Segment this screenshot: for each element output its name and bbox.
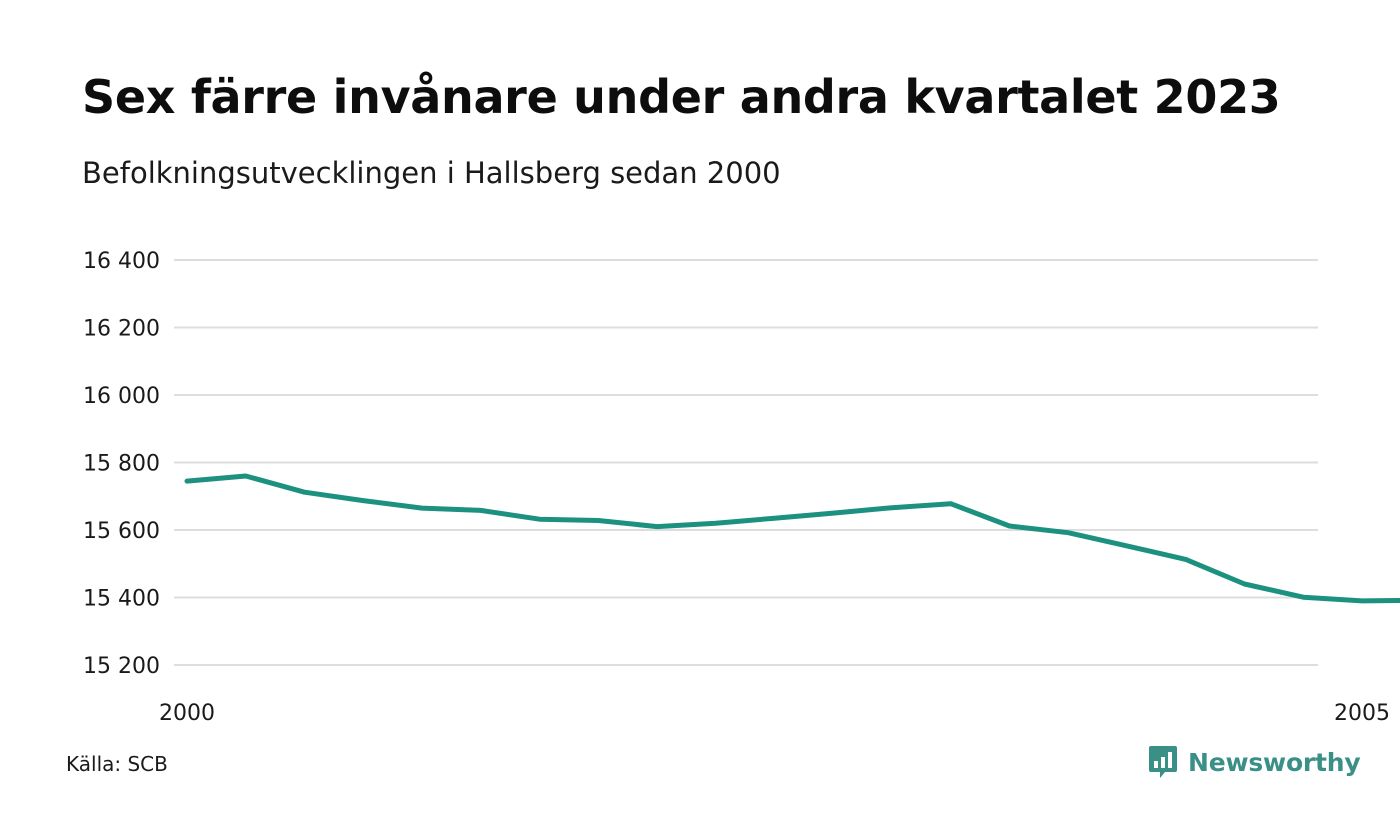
series-line <box>184 473 1400 604</box>
brand-name: Newsworthy <box>1188 747 1361 777</box>
y-tick-label: 15 200 <box>83 654 160 679</box>
y-tick-label: 16 000 <box>83 384 160 409</box>
chart-title: Sex färre invånare under andra kvartalet… <box>82 70 1281 124</box>
y-tick-label: 16 400 <box>83 249 160 274</box>
series-group <box>184 473 1400 604</box>
y-tick-label: 15 400 <box>83 587 160 612</box>
y-tick-label: 15 600 <box>83 519 160 544</box>
source-note: Källa: SCB <box>66 752 168 776</box>
y-axis-tick-labels: 15 200 15 400 15 600 15 800 16 000 16 200 16 4… <box>83 249 160 679</box>
y-tick-label: 16 200 <box>83 317 160 342</box>
chart-subtitle: Befolkningsutvecklingen i Hallsberg seda… <box>82 156 781 190</box>
y-tick-label: 15 800 <box>83 452 160 477</box>
newsworthy-chart-bubble-icon <box>1149 746 1177 778</box>
x-tick-label: 2005 <box>1334 701 1390 726</box>
gridlines <box>174 259 1318 666</box>
brand-logo: Newsworthy <box>1148 744 1361 780</box>
x-axis-tick-labels: 20002005201020152020 <box>159 701 1390 726</box>
x-tick-label: 2000 <box>159 701 215 726</box>
